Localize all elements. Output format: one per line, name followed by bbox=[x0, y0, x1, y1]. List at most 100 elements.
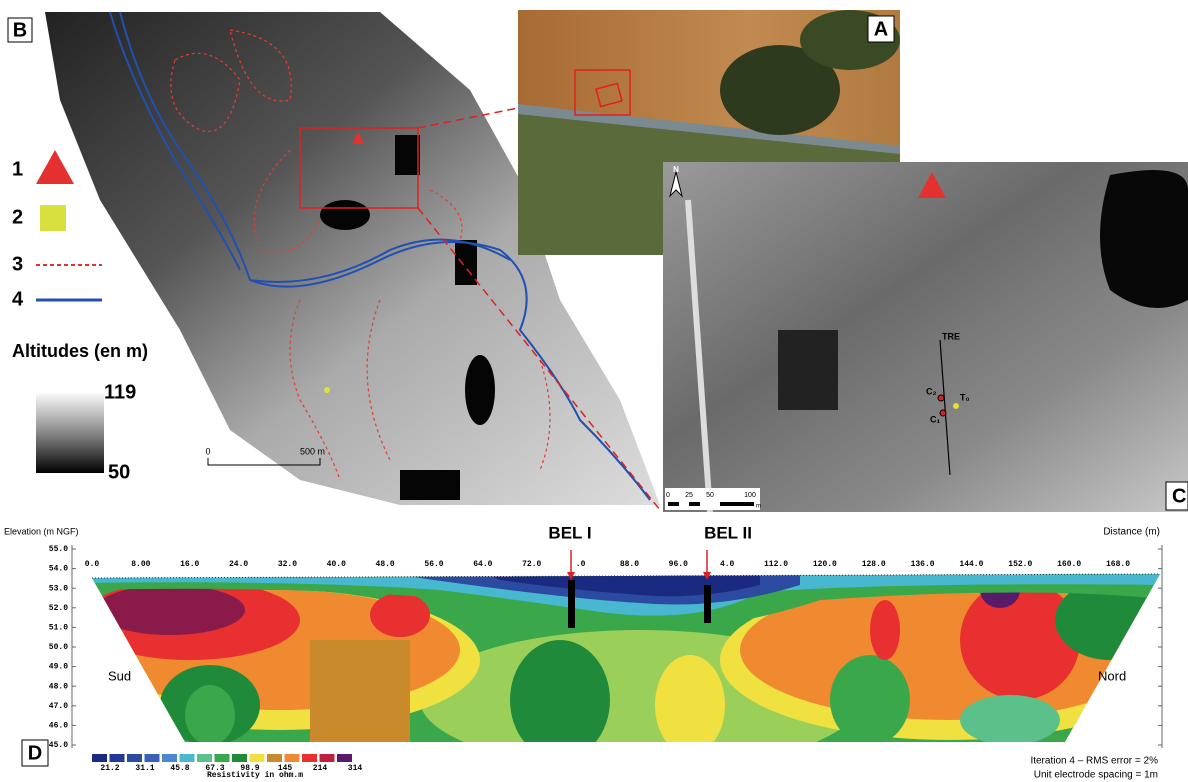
colorbar-swatch bbox=[92, 754, 107, 762]
x-tick-label: 128.0 bbox=[862, 560, 886, 569]
colorbar-swatch bbox=[232, 754, 247, 762]
borehole bbox=[704, 585, 711, 623]
dem bbox=[663, 162, 1188, 512]
paleochannels bbox=[170, 29, 551, 481]
y-tick-label: 53.0 bbox=[49, 584, 68, 593]
colorbar-label: 67.3 bbox=[205, 764, 224, 773]
scale-label: m bbox=[756, 504, 761, 510]
panel-label: D bbox=[28, 742, 42, 764]
panel-b: B 1 2 3 4 Altitudes (en m) 119 50 0 500 … bbox=[7, 11, 661, 511]
colorbar-swatch bbox=[109, 754, 125, 762]
y-tick-label: 46.0 bbox=[49, 722, 68, 731]
panel-label: C bbox=[1172, 485, 1186, 507]
dem-map bbox=[45, 12, 660, 505]
panel-label: B bbox=[13, 19, 27, 41]
borehole-arrow bbox=[703, 572, 711, 580]
legend-number: 2 bbox=[12, 206, 23, 228]
scale-label: 100 bbox=[744, 492, 756, 499]
colorbar-label: 98.9 bbox=[240, 764, 259, 773]
photo-square bbox=[574, 69, 631, 116]
y-tick-label: 49.0 bbox=[49, 663, 68, 672]
colorbar-title: Resistivity in ohm.m bbox=[207, 771, 303, 780]
colorbar-swatch bbox=[197, 754, 212, 762]
scale-label: 500 m bbox=[300, 446, 325, 456]
colorbar-label: 145 bbox=[278, 764, 293, 773]
panel-label: A bbox=[874, 18, 888, 40]
altitude-max: 119 bbox=[104, 381, 136, 403]
panel-d: Elevation (m NGF) Distance (m) BEL I BEL bbox=[4, 523, 1163, 781]
x-tick-label: 4.0 bbox=[720, 560, 735, 569]
borehole-arrow bbox=[567, 572, 575, 580]
x-tick-label: 88.0 bbox=[620, 560, 639, 569]
panel-label-box bbox=[867, 15, 895, 43]
panel-label-box bbox=[1165, 481, 1188, 511]
x-tick-label: 56.0 bbox=[424, 560, 443, 569]
scale-label: 50 bbox=[706, 492, 714, 499]
point-label: C₁ bbox=[930, 414, 940, 424]
x-tick-label: 64.0 bbox=[473, 560, 492, 569]
scale-bar bbox=[207, 458, 321, 466]
side-label: Nord bbox=[1098, 668, 1126, 683]
profile-label: TRE bbox=[942, 331, 960, 341]
y-tick-label: 51.0 bbox=[49, 624, 68, 633]
colorbar-swatch bbox=[284, 754, 300, 762]
legend-triangle bbox=[36, 150, 74, 184]
x-tick-label: 96.0 bbox=[669, 560, 688, 569]
y-tick-label: 45.0 bbox=[49, 741, 68, 750]
x-tick-label: 24.0 bbox=[229, 560, 248, 569]
profile-line bbox=[939, 339, 951, 476]
trench-point bbox=[953, 403, 959, 409]
note: Iteration 4 – RMS error = 2% bbox=[1030, 756, 1158, 767]
core-point bbox=[937, 394, 945, 402]
x-tick-label: 48.0 bbox=[376, 560, 395, 569]
x-tick-label: 32.0 bbox=[278, 560, 297, 569]
zoom-box bbox=[299, 127, 419, 209]
scale-label: 0 bbox=[666, 492, 670, 499]
photo-square bbox=[595, 82, 623, 108]
borehole-label: BEL II bbox=[704, 523, 752, 542]
x-tick-label: 144.0 bbox=[959, 560, 983, 569]
photo-trees bbox=[720, 45, 840, 135]
legend-number: 4 bbox=[12, 288, 24, 310]
altitude-min: 50 bbox=[108, 461, 130, 483]
colorbar-swatch bbox=[144, 754, 160, 762]
colorbar-label: 214 bbox=[313, 764, 328, 773]
colorbar-swatch bbox=[267, 754, 282, 762]
colorbar-label: 21.2 bbox=[100, 764, 119, 773]
x-tick-label: 120.0 bbox=[813, 560, 837, 569]
panel-label-box bbox=[7, 17, 33, 43]
y-tick-label: 48.0 bbox=[49, 682, 68, 691]
colorbar-swatch bbox=[337, 754, 352, 762]
legend-number: 3 bbox=[12, 253, 23, 275]
electrodes bbox=[91, 573, 1161, 579]
legend-number: 1 bbox=[12, 158, 23, 180]
colorbar-label: 45.8 bbox=[170, 764, 189, 773]
y-tick-label: 55.0 bbox=[49, 545, 68, 554]
scale-label: 25 bbox=[685, 492, 693, 499]
y-tick-label: 50.0 bbox=[49, 643, 68, 652]
x-tick-label: 168.0 bbox=[1106, 560, 1130, 569]
scale-bar bbox=[679, 502, 689, 506]
altitude-bar bbox=[36, 393, 104, 473]
y-tick-label: 54.0 bbox=[49, 565, 68, 574]
site-marker bbox=[352, 132, 364, 144]
borehole bbox=[568, 580, 575, 628]
borehole-marker bbox=[324, 387, 330, 393]
colorbar-label: 31.1 bbox=[135, 764, 154, 773]
x-tick-label: .0 bbox=[576, 560, 586, 569]
x-tick-label: 40.0 bbox=[327, 560, 346, 569]
altitude-title: Altitudes (en m) bbox=[12, 341, 148, 361]
site-marker bbox=[918, 172, 946, 198]
north-arrow bbox=[669, 171, 683, 198]
photo-road bbox=[518, 104, 900, 154]
colorbar-swatch bbox=[127, 754, 142, 762]
y-tick-label: 47.0 bbox=[49, 702, 68, 711]
point-label: C₂ bbox=[926, 386, 937, 396]
x-tick-label: 112.0 bbox=[764, 560, 788, 569]
dem-road bbox=[685, 199, 713, 513]
x-title: Distance (m) bbox=[1103, 527, 1160, 538]
x-tick-label: 0.0 bbox=[85, 560, 100, 569]
legend-square bbox=[40, 205, 66, 231]
x-tick-label: 72.0 bbox=[522, 560, 541, 569]
colorbar-swatch bbox=[319, 754, 335, 762]
